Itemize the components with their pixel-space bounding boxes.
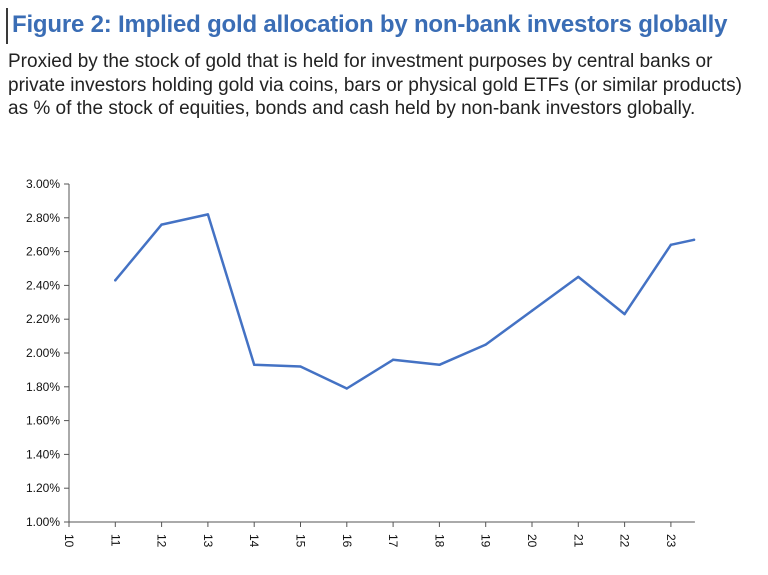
- chart-subtitle: Proxied by the stock of gold that is hel…: [8, 51, 742, 119]
- y-tick-label: 1.60%: [26, 414, 60, 428]
- y-tick-label: 2.80%: [26, 211, 60, 225]
- data-point: [299, 365, 302, 368]
- x-tick-label: 11: [108, 534, 122, 547]
- data-point: [484, 343, 487, 346]
- data-point: [253, 363, 256, 367]
- data-point: [530, 309, 534, 312]
- data-point: [669, 243, 673, 247]
- y-tick-label: 1.20%: [26, 481, 60, 495]
- y-tick-label: 2.40%: [26, 278, 60, 292]
- x-tick-label: 12: [155, 534, 169, 548]
- x-axis: 10 11 12 13 14 15 16 17 18 19 20 21 22 23: [62, 521, 695, 548]
- x-tick-label: 15: [294, 534, 308, 548]
- series-group: [114, 213, 696, 390]
- y-tick-label: 1.40%: [26, 447, 60, 461]
- data-point: [160, 223, 163, 226]
- y-tick-label: 2.00%: [26, 346, 60, 360]
- x-tick-label: 14: [247, 534, 261, 548]
- chart-title: Figure 2: Implied gold allocation by non…: [6, 8, 762, 44]
- y-tick-label: 2.20%: [26, 312, 60, 326]
- data-point: [206, 213, 210, 216]
- y-axis: 1.00% 1.20% 1.40% 1.60% 1.80% 2.00% 2.20% 2.40%…: [26, 177, 70, 529]
- data-point: [391, 358, 395, 361]
- data-point: [577, 275, 580, 279]
- data-point: [438, 363, 441, 367]
- x-tick-label: 22: [618, 534, 632, 548]
- y-tick-label: 1.00%: [26, 515, 60, 529]
- x-tick-label: 13: [201, 534, 215, 548]
- x-tick-label: 16: [340, 534, 354, 548]
- x-tick-label: 18: [432, 534, 446, 548]
- x-tick-label: 17: [386, 534, 400, 548]
- data-point: [114, 279, 117, 282]
- data-point: [345, 387, 348, 390]
- y-tick-label: 2.60%: [26, 245, 60, 259]
- x-tick-label: 19: [479, 534, 493, 548]
- x-tick-label: 20: [525, 534, 539, 548]
- y-tick-label: 3.00%: [26, 177, 60, 191]
- data-point: [623, 312, 626, 316]
- y-tick-label: 1.80%: [26, 380, 60, 394]
- x-tick-label: 21: [571, 534, 585, 548]
- x-tick-label: 23: [664, 534, 678, 548]
- line-chart: 1.00% 1.20% 1.40% 1.60% 1.80% 2.00% 2.20% 2.40%…: [26, 177, 696, 548]
- data-point: [692, 238, 696, 241]
- x-tick-label: 10: [62, 534, 76, 548]
- series-line: [114, 213, 696, 390]
